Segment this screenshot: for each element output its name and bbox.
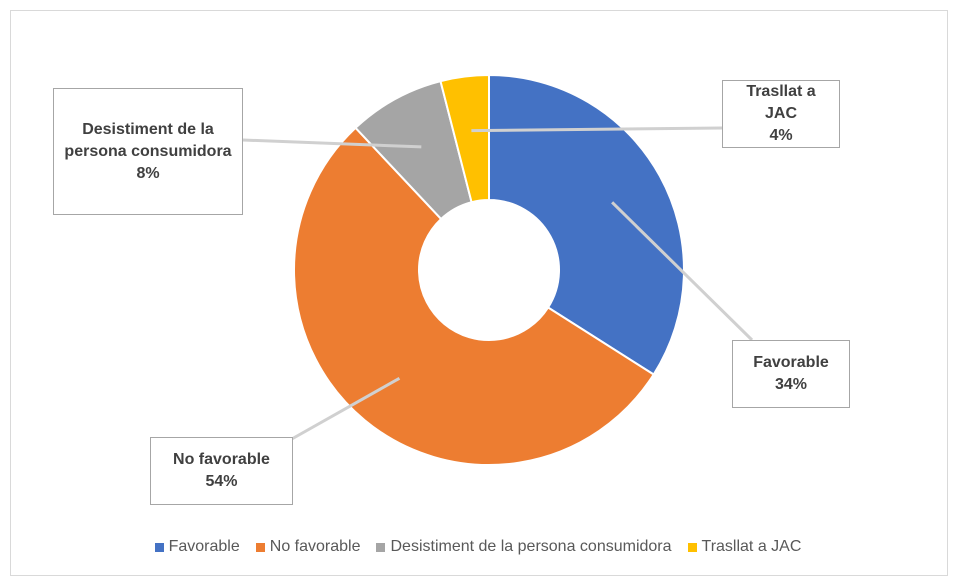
data-label-value: 54%: [205, 473, 238, 490]
legend-swatch: [376, 542, 386, 552]
leader-line: [611, 201, 754, 342]
leader-line: [471, 126, 723, 133]
legend-item: Favorable: [154, 538, 240, 556]
slice: [439, 73, 490, 204]
slice: [293, 126, 656, 466]
data-label: Favorable 34%: [732, 340, 850, 408]
legend-label: Desistiment de la persona consumidora: [390, 538, 672, 555]
slice: [488, 73, 685, 376]
data-label-value: 8%: [136, 164, 160, 182]
legend-label: Trasllat a JAC: [701, 538, 802, 555]
legend-swatch: [687, 542, 697, 552]
legend-swatch: [154, 542, 164, 552]
data-label-name: No favorable: [173, 451, 270, 468]
data-label-name: Trasllat a JAC: [746, 83, 816, 122]
legend-label: No favorable: [269, 538, 361, 555]
legend-item: Desistiment de la persona consumidora: [376, 538, 672, 556]
leader-line: [289, 376, 401, 442]
legend-swatch: [255, 542, 265, 552]
chart-frame: [10, 10, 948, 576]
data-label: Trasllat a JAC 4%: [722, 80, 840, 148]
legend-item: Trasllat a JAC: [687, 538, 802, 556]
data-label: Desistiment de la persona consumidora 8%: [53, 88, 243, 215]
legend-label: Favorable: [168, 538, 240, 555]
data-label-value: 34%: [774, 376, 808, 393]
legend-item: No favorable: [255, 538, 361, 556]
legend: Favorable No favorable Desistiment de la p…: [0, 538, 956, 556]
data-label-name: Favorable: [753, 354, 829, 371]
data-label-name: Desistiment de la persona consumidora: [64, 120, 232, 160]
leader-line: [242, 138, 422, 149]
data-label-value: 4%: [769, 127, 793, 144]
data-label: No favorable 54%: [150, 437, 293, 505]
